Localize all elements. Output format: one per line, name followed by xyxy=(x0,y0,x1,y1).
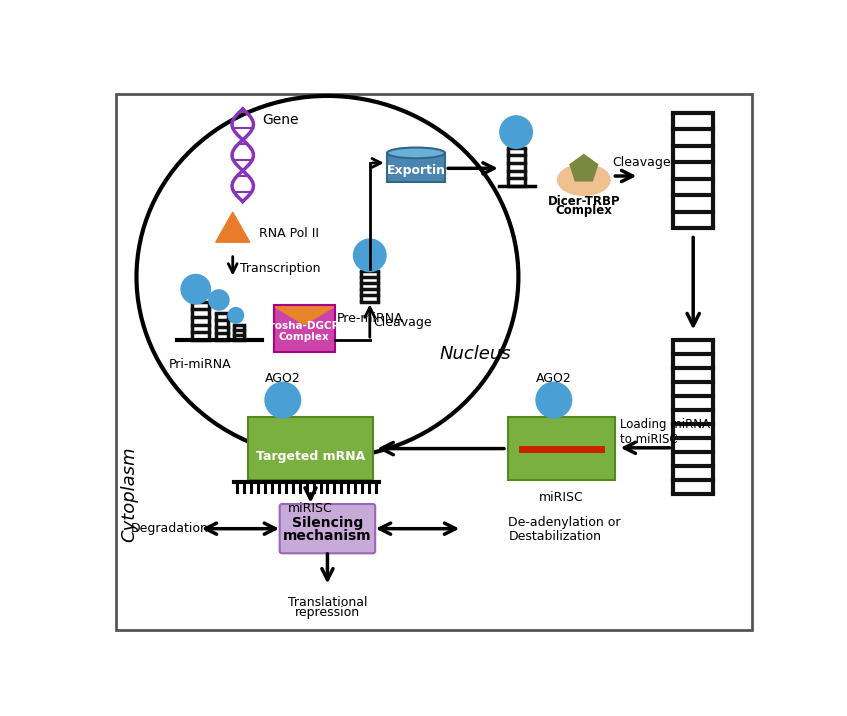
Text: Transcription: Transcription xyxy=(241,262,321,275)
Ellipse shape xyxy=(557,164,611,196)
Circle shape xyxy=(208,289,230,311)
Text: Destabilization: Destabilization xyxy=(508,530,601,543)
Text: repression: repression xyxy=(295,606,360,619)
Circle shape xyxy=(353,238,387,272)
FancyBboxPatch shape xyxy=(248,417,373,480)
Text: mechanism: mechanism xyxy=(283,529,372,543)
Polygon shape xyxy=(216,212,250,242)
Text: Cleavage: Cleavage xyxy=(612,156,671,169)
Text: Cytoplasm: Cytoplasm xyxy=(120,446,139,542)
Text: Cleavage: Cleavage xyxy=(374,316,432,329)
Text: miRISC: miRISC xyxy=(540,491,584,504)
Text: Drosha-DGCR8: Drosha-DGCR8 xyxy=(262,321,347,332)
Text: miRISC: miRISC xyxy=(288,502,333,515)
Text: Complex: Complex xyxy=(556,204,612,217)
Ellipse shape xyxy=(387,147,445,158)
Circle shape xyxy=(499,115,533,149)
Circle shape xyxy=(227,307,244,324)
Text: Pri-miRNA: Pri-miRNA xyxy=(169,358,232,371)
Circle shape xyxy=(180,274,211,304)
Text: Translational: Translational xyxy=(288,596,368,609)
FancyBboxPatch shape xyxy=(280,504,375,553)
Text: Nucleus: Nucleus xyxy=(439,345,511,363)
Text: Degradation: Degradation xyxy=(130,522,208,535)
Polygon shape xyxy=(275,307,334,324)
Text: Targeted mRNA: Targeted mRNA xyxy=(256,450,365,463)
Text: De-adenylation or: De-adenylation or xyxy=(508,516,621,529)
Text: Gene: Gene xyxy=(262,113,298,127)
Text: AGO2: AGO2 xyxy=(265,372,301,385)
FancyBboxPatch shape xyxy=(274,305,335,352)
Ellipse shape xyxy=(136,96,518,458)
FancyBboxPatch shape xyxy=(508,417,615,480)
Text: Pre-miRNA: Pre-miRNA xyxy=(336,311,403,324)
FancyBboxPatch shape xyxy=(387,153,445,182)
Text: AGO2: AGO2 xyxy=(536,372,572,385)
Text: Complex: Complex xyxy=(279,332,329,342)
Text: Silencing: Silencing xyxy=(292,516,363,531)
FancyBboxPatch shape xyxy=(116,94,752,629)
Text: Loading miRNA
to miRISC: Loading miRNA to miRISC xyxy=(620,418,710,446)
Polygon shape xyxy=(569,154,599,182)
Text: RNA Pol II: RNA Pol II xyxy=(259,227,319,241)
Text: Exportin: Exportin xyxy=(386,164,446,177)
Circle shape xyxy=(535,382,573,419)
Circle shape xyxy=(264,382,302,419)
Text: Dicer-TRBP: Dicer-TRBP xyxy=(547,195,620,208)
